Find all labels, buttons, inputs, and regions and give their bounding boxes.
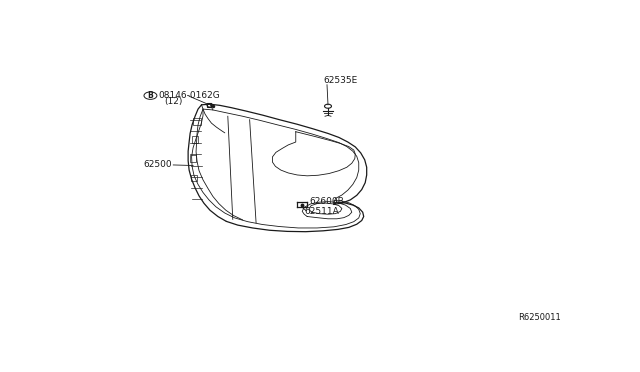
Text: 62500: 62500: [143, 160, 172, 169]
Bar: [193, 118, 200, 125]
Bar: [191, 175, 197, 181]
Text: 62535E: 62535E: [323, 76, 357, 85]
Text: B: B: [148, 91, 154, 100]
Text: 62511A: 62511A: [304, 207, 339, 216]
Text: 62600B: 62600B: [309, 197, 344, 206]
Bar: [191, 136, 198, 142]
Text: 08146-0162G: 08146-0162G: [158, 91, 220, 100]
Text: R6250011: R6250011: [518, 313, 561, 322]
Bar: [190, 155, 196, 162]
Text: (12): (12): [164, 97, 182, 106]
